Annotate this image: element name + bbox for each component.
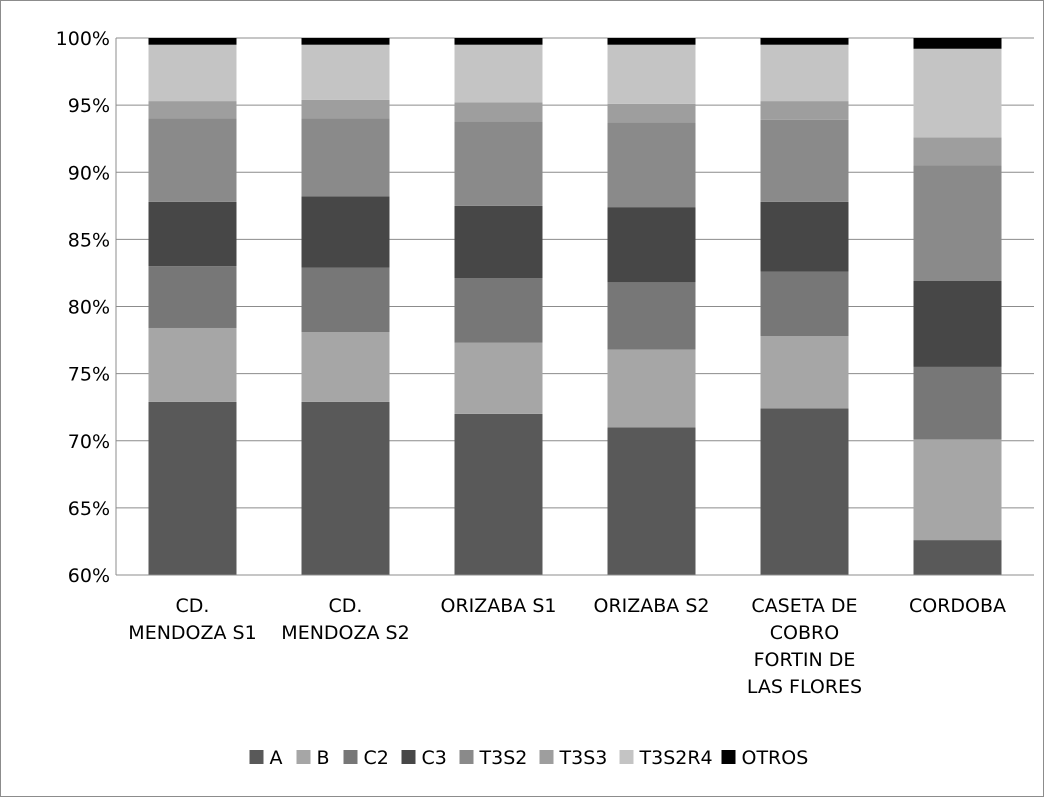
legend-swatch-t3s2r4 (619, 750, 634, 764)
x-category-label: CD. (176, 595, 210, 617)
bar-segment-b (454, 342, 543, 414)
bar-segment-otros (148, 38, 237, 45)
bar-segment-t3s3 (760, 101, 849, 120)
bar-segment-t3s3 (913, 137, 1002, 166)
bar-segment-c2 (760, 271, 849, 337)
bar-segment-t3s2 (454, 121, 543, 206)
bar-segment-otros (301, 38, 390, 45)
bar-segment-t3s2r4 (607, 44, 696, 104)
bar-segment-c2 (301, 267, 390, 333)
bar-segment-t3s2 (760, 119, 849, 202)
bar-segment-b (148, 327, 237, 402)
x-category-label: LAS FLORES (747, 676, 862, 698)
bar-segment-c3 (148, 201, 237, 267)
bar-segment-t3s3 (454, 102, 543, 122)
bar-segment-t3s2r4 (148, 44, 237, 102)
bar-segment-otros (607, 38, 696, 45)
y-tick-label: 75% (68, 364, 110, 386)
legend-label: T3S2R4 (639, 747, 713, 769)
bar-segment-c3 (607, 207, 696, 283)
bar-segment-b (301, 332, 390, 402)
x-category-label: CASETA DE (751, 595, 857, 617)
legend-swatch-t3s2 (459, 750, 474, 764)
y-tick-label: 85% (68, 229, 110, 251)
bar-segment-b (913, 439, 1002, 541)
y-tick-label: 90% (68, 162, 110, 184)
bar-segment-t3s2r4 (760, 44, 849, 102)
bar-segment-otros (913, 38, 1002, 49)
bar-segment-c3 (301, 196, 390, 268)
bar-segment-t3s2 (301, 118, 390, 197)
bar-segment-otros (454, 38, 543, 45)
bar-segment-a (454, 413, 543, 575)
bar-segment-c2 (148, 266, 237, 328)
bar-segment-a (760, 408, 849, 575)
y-tick-label: 100% (56, 28, 110, 50)
bar-segment-c2 (913, 366, 1002, 440)
x-category-label: CORDOBA (909, 595, 1006, 617)
legend-swatch-b (296, 750, 311, 764)
bar-segment-t3s2r4 (301, 44, 390, 100)
bar-segment-a (148, 401, 237, 575)
legend-label: OTROS (742, 747, 809, 769)
bar-segment-t3s2 (607, 122, 696, 208)
legend-swatch-otros (721, 750, 736, 764)
y-tick-label: 60% (68, 565, 110, 587)
legend-label: A (270, 747, 283, 769)
legend-label: B (317, 747, 330, 769)
bar-segment-t3s3 (301, 99, 390, 119)
x-category-label: MENDOZA S2 (281, 622, 409, 644)
bar-segment-c2 (607, 282, 696, 350)
bar-segment-b (760, 336, 849, 409)
legend-label: C2 (364, 747, 389, 769)
bar-segment-t3s2 (913, 165, 1002, 281)
bar-segment-t3s2r4 (454, 44, 543, 103)
bar-segment-c2 (454, 278, 543, 343)
x-category-label: ORIZABA S2 (594, 595, 710, 617)
y-tick-label: 80% (68, 297, 110, 319)
legend-swatch-t3s3 (539, 750, 554, 764)
legend-swatch-a (249, 750, 264, 764)
bar-segment-t3s2 (148, 118, 237, 202)
legend-label: T3S3 (559, 747, 608, 769)
y-tick-label: 70% (68, 431, 110, 453)
bar-segment-t3s2r4 (913, 48, 1002, 138)
x-category-label: ORIZABA S1 (441, 595, 557, 617)
legend-swatch-c2 (343, 750, 358, 764)
bar-segment-t3s3 (607, 103, 696, 123)
y-tick-label: 95% (68, 95, 110, 117)
bar-segment-c3 (760, 201, 849, 272)
legend-label: T3S2 (479, 747, 528, 769)
bar-segment-c3 (454, 205, 543, 279)
bar-segment-b (607, 349, 696, 428)
x-category-label: MENDOZA S1 (128, 622, 256, 644)
legend-swatch-c3 (401, 750, 416, 764)
bar-segment-a (913, 540, 1002, 575)
bar-segment-a (301, 401, 390, 575)
bar-segment-otros (760, 38, 849, 45)
x-category-label: FORTIN DE (754, 649, 856, 671)
bar-segment-t3s3 (148, 101, 237, 119)
legend-label: C3 (422, 747, 447, 769)
bar-segment-c3 (913, 280, 1002, 367)
x-category-label: COBRO (770, 622, 839, 644)
x-category-label: CD. (329, 595, 363, 617)
y-tick-label: 65% (68, 498, 110, 520)
bar-segment-a (607, 427, 696, 575)
